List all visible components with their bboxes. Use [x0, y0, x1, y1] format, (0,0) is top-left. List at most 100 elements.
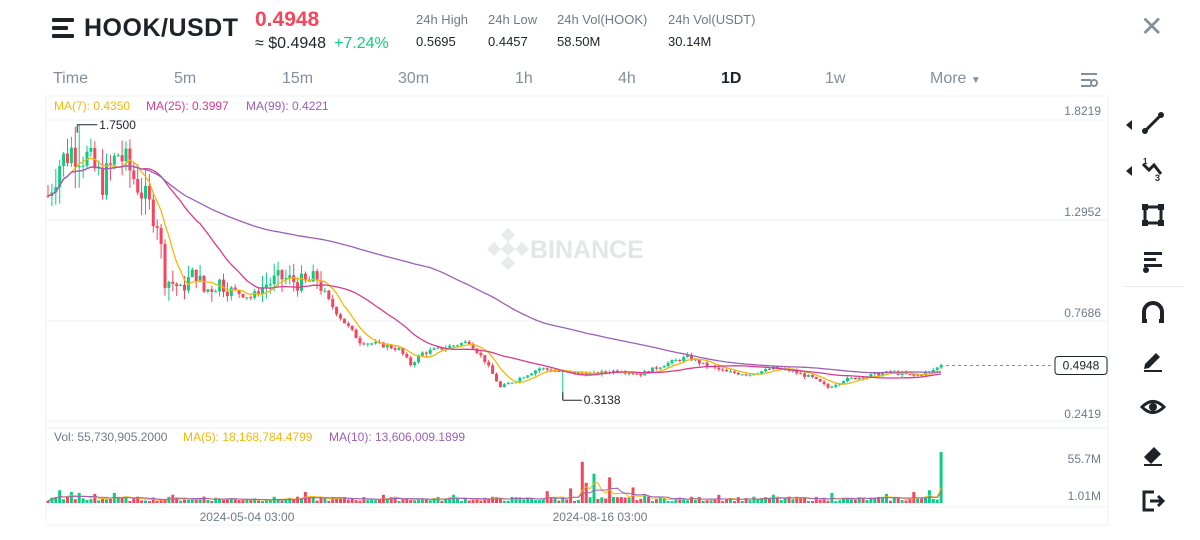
tab-30m[interactable]: 30m [398, 70, 430, 87]
pair-title[interactable]: HOOK/USDT [84, 14, 239, 42]
volume-bar [635, 500, 639, 503]
volume-bar [775, 497, 779, 503]
volume-bar [342, 496, 346, 503]
candlestick-chart[interactable]: BINANCE MA(7): 0.4350 MA(25): 0.3997 MA(… [0, 94, 1200, 540]
volume-bar [186, 499, 190, 503]
expand-arrow-icon[interactable] [1125, 117, 1133, 130]
trend-line-tool-icon[interactable] [1140, 110, 1166, 136]
candle-body [686, 354, 690, 358]
volume-bar [931, 499, 935, 503]
pencil-tool-icon[interactable] [1140, 347, 1166, 373]
candle-body [666, 362, 670, 367]
approx-price: ≈ $0.4948 +7.24% [255, 35, 389, 53]
volume-bar [561, 497, 565, 503]
stat-24h-vol-hook: 24h Vol(HOOK) 58.50M [557, 12, 647, 49]
candle-body [89, 148, 93, 152]
stat-24h-vol-usdt: 24h Vol(USDT) 30.14M [668, 12, 755, 49]
candle-body [908, 374, 912, 376]
volume-bar [233, 498, 237, 503]
candle-body [432, 348, 436, 350]
candle-body [639, 373, 643, 376]
candle-body [81, 165, 85, 167]
close-icon[interactable]: ✕ [1140, 11, 1164, 42]
candle-body [678, 359, 682, 361]
candle-body [506, 383, 510, 385]
volume-bar [658, 496, 662, 503]
volume-bar [736, 497, 740, 503]
volume-bar [744, 498, 748, 503]
magnet-tool-icon[interactable] [1140, 300, 1166, 326]
volume-bar [725, 499, 729, 503]
volume-bar [389, 497, 393, 503]
candle-body [877, 373, 881, 376]
volume-bar [319, 497, 323, 503]
tab-4h[interactable]: 4h [618, 70, 636, 87]
volume-bar [479, 500, 483, 503]
candle-body [654, 367, 658, 369]
volume-bar [935, 499, 939, 503]
candle-body [873, 373, 877, 375]
volume-bar [592, 473, 596, 503]
menu-icon[interactable] [52, 18, 74, 38]
volume-bar [280, 500, 284, 503]
volume-bar [296, 496, 300, 503]
volume-bar [846, 497, 849, 503]
candle-body [370, 343, 374, 345]
tab-1w[interactable]: 1w [825, 70, 846, 87]
volume-bar [467, 500, 471, 503]
candle-body [358, 338, 362, 344]
volume-bar [861, 497, 865, 503]
volume-bar [401, 499, 405, 503]
candle-body [198, 275, 202, 281]
candle-body [389, 345, 393, 349]
candle-body [861, 377, 865, 379]
volume-bar [885, 493, 888, 503]
volume-bar [331, 497, 335, 503]
x-tick-label: 2024-05-04 03:00 [200, 510, 295, 524]
expand-arrow-icon[interactable] [1125, 163, 1133, 176]
candle-body [249, 297, 253, 299]
tab-5m[interactable]: 5m [174, 70, 197, 87]
volume-bar [756, 499, 760, 503]
tab-time[interactable]: Time [53, 70, 88, 87]
volume-bar [498, 499, 502, 503]
volume-tick: 55.7M [1068, 452, 1101, 466]
volume-bar [159, 499, 163, 503]
candle-body [284, 278, 288, 280]
candle-body [725, 369, 729, 372]
chart-settings-icon[interactable] [1080, 72, 1098, 88]
volume-bar [257, 500, 261, 503]
tab-more[interactable]: More ▼ [930, 70, 981, 88]
candle-body [487, 362, 491, 366]
tab-1h[interactable]: 1h [515, 70, 533, 87]
volume-bar [768, 498, 771, 503]
eye-icon[interactable] [1139, 394, 1167, 420]
candle-body [112, 155, 116, 165]
volume-bar [264, 500, 268, 503]
tab-1d[interactable]: 1D [721, 70, 742, 87]
exit-icon[interactable] [1140, 488, 1166, 514]
candle-body [190, 269, 194, 278]
volume-bar [549, 497, 553, 503]
volume-bar [732, 501, 736, 503]
rectangle-tool-icon[interactable] [1140, 202, 1166, 228]
ma-lines-group [47, 157, 942, 385]
candle-body [935, 367, 939, 370]
text-tool-icon[interactable] [1140, 248, 1166, 274]
volume-bar [682, 498, 686, 503]
candle-body [522, 377, 526, 379]
volume-bar [393, 496, 397, 503]
volume-bar [292, 499, 296, 503]
candle-body [931, 369, 935, 372]
volume-bar [588, 497, 592, 503]
volume-bar [151, 497, 155, 503]
volume-bar [514, 497, 518, 503]
volume-bar [323, 498, 327, 503]
candle-body [768, 368, 771, 370]
volume-bar [849, 497, 853, 503]
tab-15m[interactable]: 15m [282, 70, 314, 87]
eraser-tool-icon[interactable] [1140, 441, 1166, 467]
candle-body [483, 355, 487, 363]
candle-body [740, 374, 744, 376]
